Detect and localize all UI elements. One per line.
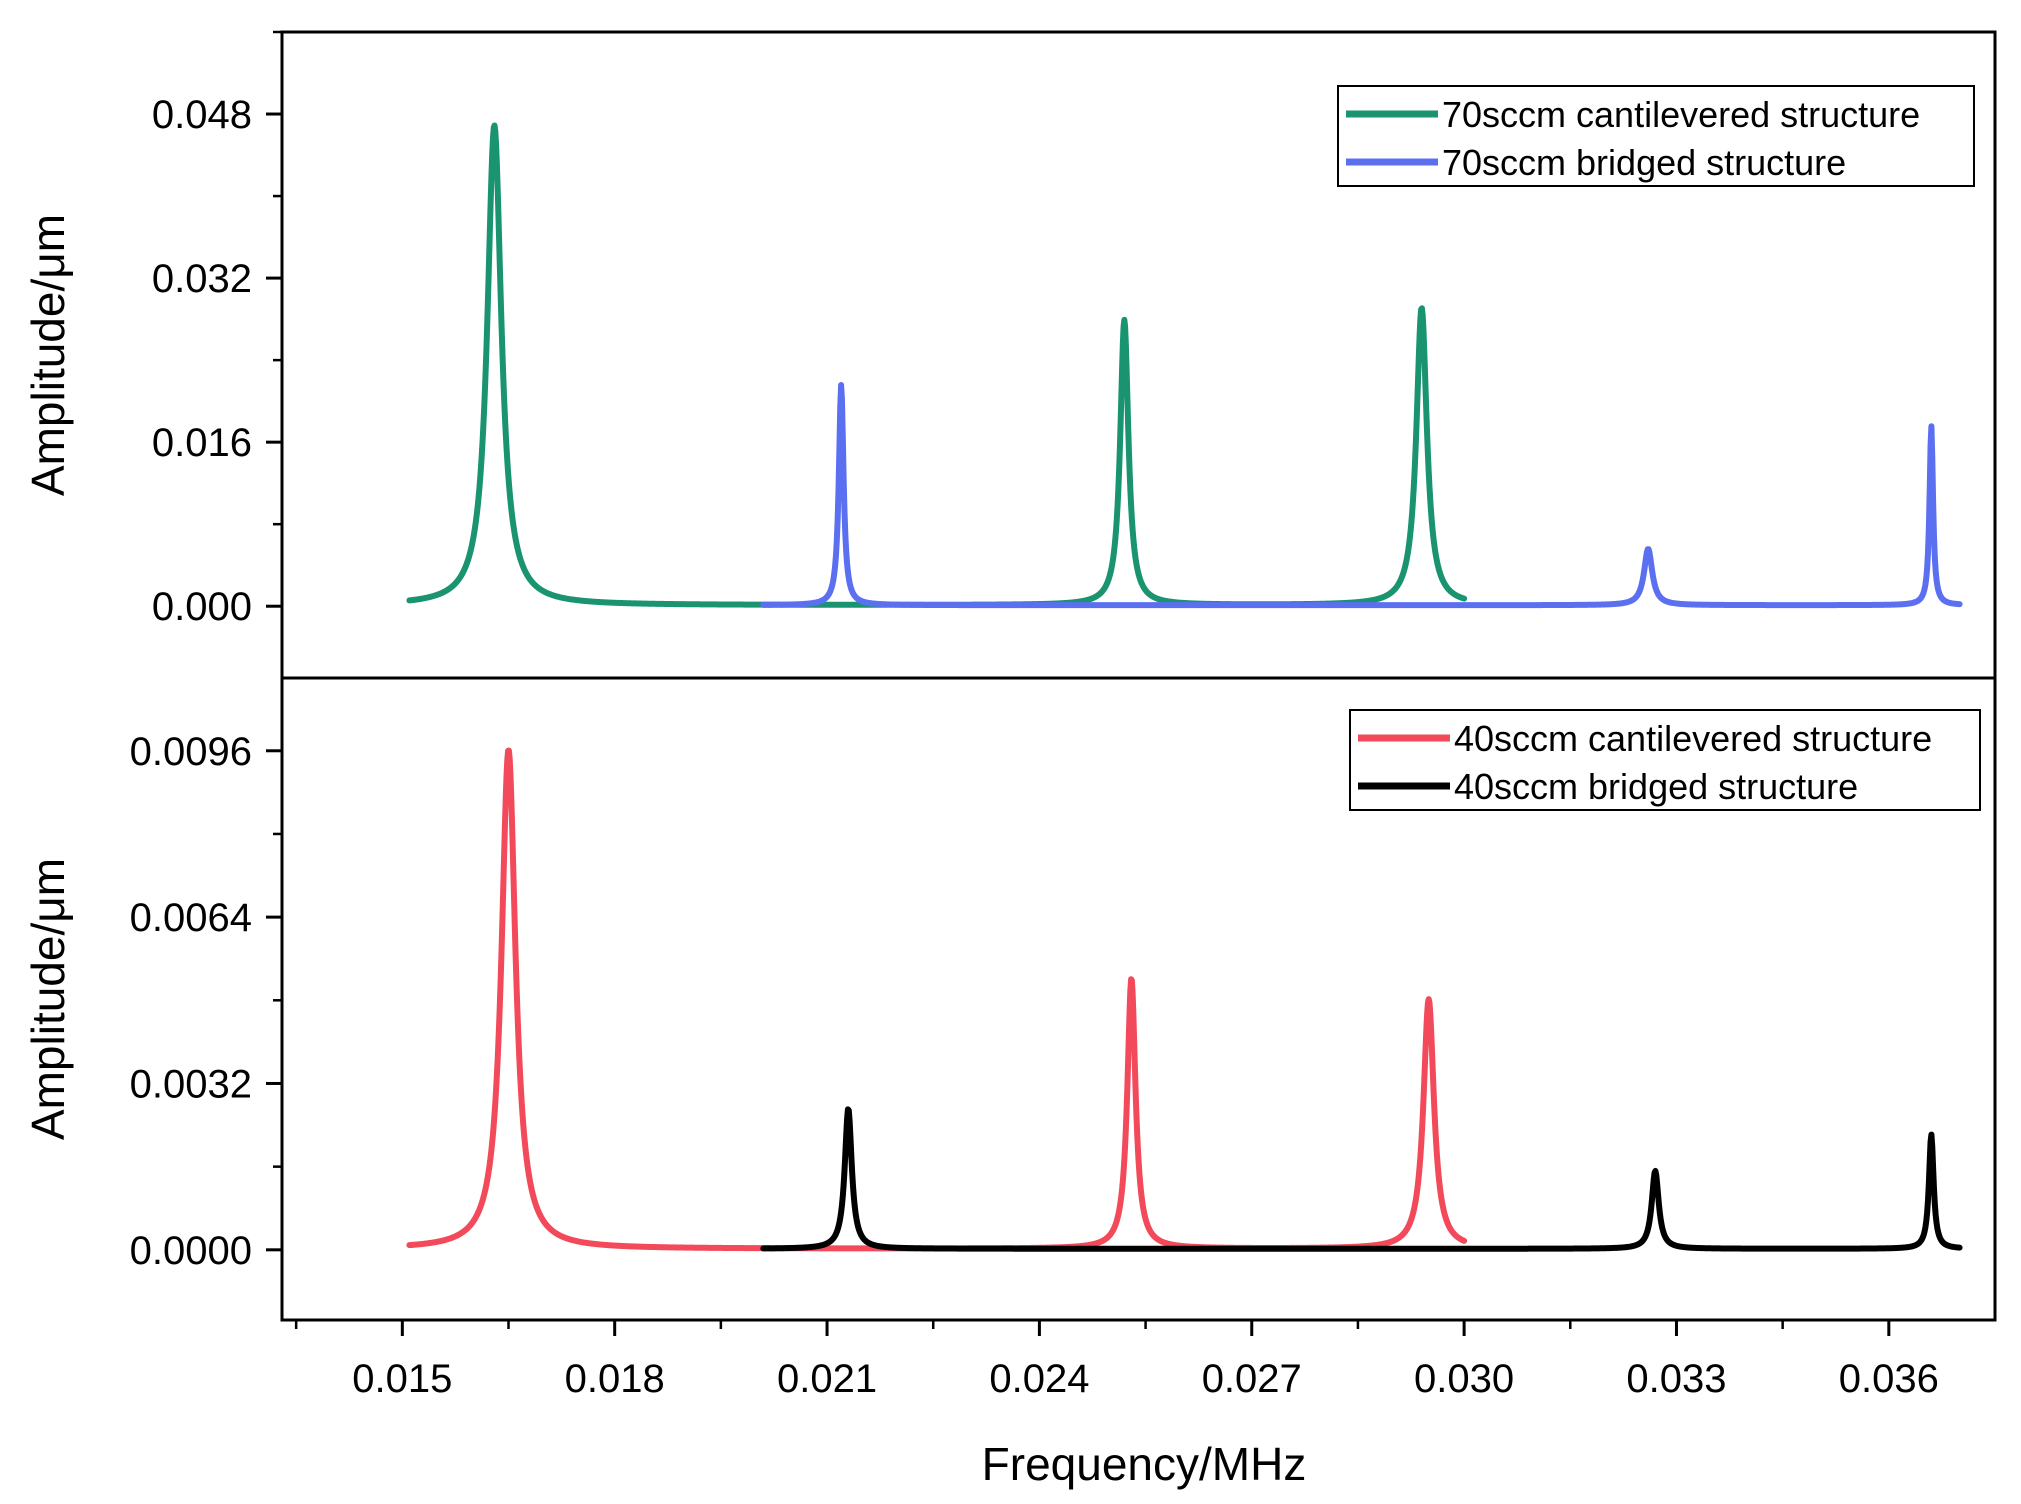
x-tick-label-7: 0.036 — [1839, 1357, 1939, 1401]
legend-box-top — [1337, 85, 1975, 187]
y-tick-label-top-3: 0.048 — [152, 93, 252, 137]
panel-frame-bottom — [280, 676, 1997, 1322]
y-tick-label-bottom-1: 0.0032 — [130, 1062, 252, 1106]
plot-area: 0.000 0.016 0.032 0.048 Amplitude/μm 70sccm c… — [22, 30, 1997, 1401]
y-axis-title-bottom: Amplitude/μm — [22, 858, 74, 1140]
x-tick-label-4: 0.027 — [1202, 1357, 1302, 1401]
y-axis-title-top: Amplitude/μm — [22, 214, 74, 496]
series-line-bottom-0 — [406, 747, 1468, 1252]
legend-label-bottom-0: 40sccm cantilevered structure — [1454, 718, 1932, 759]
series-line-top-1 — [760, 382, 1963, 609]
y-tick-label-top-2: 0.032 — [152, 257, 252, 301]
panel-bottom: 0.0000 0.0032 0.0064 0.0096 Amplitude/μm 40sc… — [22, 676, 1997, 1322]
x-axis-title: Frequency/MHz — [982, 1438, 1307, 1490]
legend-label-bottom-1: 40sccm bridged structure — [1454, 766, 1858, 807]
legend-top: 70sccm cantilevered structure 70sccm brid… — [1337, 85, 1975, 187]
y-tick-label-top-1: 0.016 — [152, 421, 252, 465]
x-tick-label-2: 0.021 — [777, 1357, 877, 1401]
x-tick-label-6: 0.033 — [1626, 1357, 1726, 1401]
panel-top: 0.000 0.016 0.032 0.048 Amplitude/μm 70sccm c… — [22, 30, 1997, 680]
x-axis: 0.015 0.018 0.021 0.024 0.027 0.030 0.033 0.036 — [294, 1320, 1939, 1401]
x-tick-label-0: 0.015 — [352, 1357, 452, 1401]
y-tick-label-bottom-0: 0.0000 — [130, 1229, 252, 1273]
y-tick-label-bottom-2: 0.0064 — [130, 896, 252, 940]
x-tick-label-3: 0.024 — [989, 1357, 1089, 1401]
y-tick-label-top-0: 0.000 — [152, 585, 252, 629]
x-tick-label-5: 0.030 — [1414, 1357, 1514, 1401]
series-line-bottom-1 — [760, 1106, 1963, 1252]
series-line-top-0 — [406, 122, 1468, 608]
legend-bottom: 40sccm cantilevered structure 40sccm brid… — [1349, 709, 1981, 811]
legend-label-top-1: 70sccm bridged structure — [1442, 142, 1846, 183]
x-tick-label-1: 0.018 — [565, 1357, 665, 1401]
legend-box-bottom — [1349, 709, 1981, 811]
legend-label-top-0: 70sccm cantilevered structure — [1442, 94, 1920, 135]
y-tick-label-bottom-3: 0.0096 — [130, 730, 252, 774]
